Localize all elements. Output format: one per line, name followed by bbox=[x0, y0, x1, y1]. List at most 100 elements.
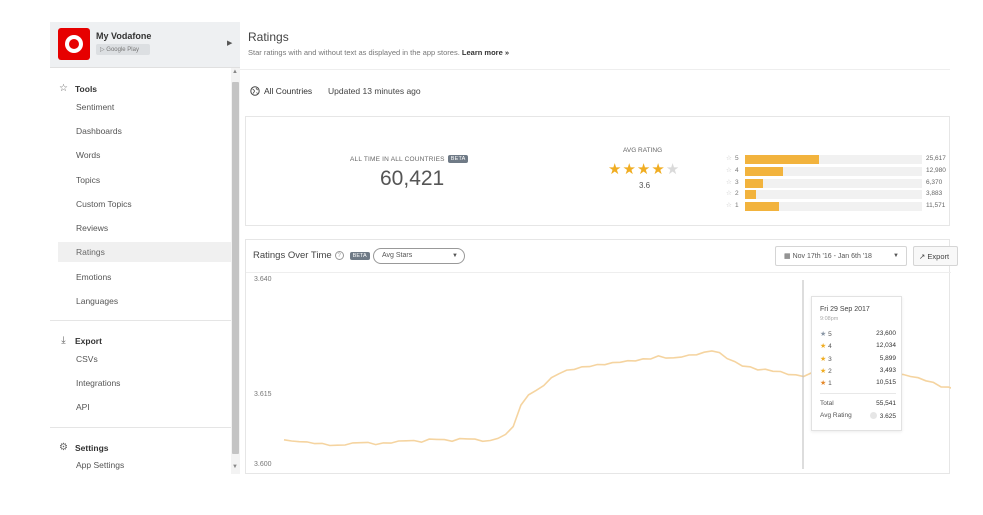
tooltip-star-label: 4 bbox=[828, 343, 832, 351]
sidebar-divider bbox=[50, 427, 231, 428]
chart-title: Ratings Over Time ? BETA bbox=[253, 250, 370, 261]
tooltip-star-row: ★ 4 12,034 bbox=[820, 342, 896, 350]
download-icon: ⤓ bbox=[61, 335, 66, 346]
tooltip-star-label: 5 bbox=[828, 331, 832, 338]
tooltip-time: 9:08pm bbox=[820, 316, 839, 322]
sidebar-item-sentiment[interactable]: Sentiment bbox=[76, 102, 115, 112]
sidebar-scrollbar[interactable]: ▲ ▼ bbox=[231, 68, 240, 474]
sidebar-item-csvs[interactable]: CSVs bbox=[76, 354, 98, 364]
alltime-count: 60,421 bbox=[380, 167, 445, 190]
nav-section-tools[interactable]: ☆ Tools bbox=[58, 83, 97, 94]
sidebar-item-reviews[interactable]: Reviews bbox=[76, 223, 109, 233]
sidebar-item-emotions[interactable]: Emotions bbox=[76, 272, 112, 282]
page-subtitle-text: Star ratings with and without text as di… bbox=[248, 48, 460, 57]
star-icon: ★ bbox=[665, 161, 681, 178]
sidebar-item-app-settings[interactable]: App Settings bbox=[76, 460, 125, 470]
nav-section-export[interactable]: ⤓ Export bbox=[58, 335, 102, 346]
nav-section-settings-label: Settings bbox=[75, 442, 109, 453]
tooltip-star-label: 3 bbox=[828, 355, 832, 363]
distribution-count: 12,980 bbox=[926, 166, 946, 174]
header-divider bbox=[240, 69, 950, 70]
sidebar-item-api[interactable]: API bbox=[76, 402, 90, 412]
distribution-row: ☆ 3 6,370 bbox=[726, 178, 946, 189]
distribution-bar bbox=[745, 190, 757, 200]
star-icon: ★ bbox=[820, 380, 827, 388]
sidebar-item-languages[interactable]: Languages bbox=[76, 296, 119, 306]
beta-badge: BETA bbox=[447, 155, 469, 163]
sidebar-item-words[interactable]: Words bbox=[76, 150, 101, 160]
distribution-row: ☆ 4 12,980 bbox=[726, 166, 946, 177]
export-button[interactable]: ↗ Export bbox=[913, 246, 958, 266]
distribution-bar bbox=[745, 166, 783, 176]
alltime-label: ALL TIME IN ALL COUNTRIES BETA bbox=[350, 155, 469, 163]
tooltip-divider bbox=[820, 393, 896, 394]
star-icon: ☆ bbox=[726, 202, 732, 210]
distribution-bar-track bbox=[745, 190, 922, 200]
sidebar-item-custom-topics[interactable]: Custom Topics bbox=[76, 199, 132, 209]
chart-tooltip: Fri 29 Sep 2017 9:08pm ★ 5 23,600 ★ 4 12,03… bbox=[811, 296, 902, 431]
export-icon: ↗ bbox=[919, 252, 926, 261]
star-icon: ☆ bbox=[726, 155, 732, 162]
sidebar-divider bbox=[50, 320, 231, 321]
help-icon[interactable]: ? bbox=[334, 251, 344, 260]
distribution-star-label: 3 bbox=[735, 178, 739, 186]
nav-section-tools-label: Tools bbox=[75, 83, 98, 94]
globe-icon bbox=[250, 86, 260, 96]
sidebar-item-topics[interactable]: Topics bbox=[76, 175, 101, 185]
app-name: My Vodafone bbox=[96, 31, 152, 41]
distribution-row: ☆ 5 25,617 bbox=[726, 154, 946, 165]
distribution-star-label: 2 bbox=[735, 190, 739, 198]
country-filter-label: All Countries bbox=[264, 86, 313, 96]
caret-down-icon: ▼ bbox=[893, 253, 899, 259]
nav-section-export-label: Export bbox=[75, 335, 102, 346]
star-icon: ☆ bbox=[726, 190, 732, 198]
scroll-down-icon[interactable]: ▼ bbox=[232, 464, 238, 470]
chevron-right-icon[interactable]: ▶ bbox=[227, 40, 233, 47]
metric-select-value: Avg Stars bbox=[382, 252, 413, 259]
ratings-summary-panel: ALL TIME IN ALL COUNTRIES BETA 60,421 AVG… bbox=[245, 116, 950, 226]
metric-select[interactable]: Avg Stars ▼ bbox=[373, 248, 465, 264]
chart-header-divider bbox=[246, 272, 951, 273]
tooltip-star-row: ★ 3 5,899 bbox=[820, 355, 896, 363]
country-filter[interactable]: All Countries bbox=[250, 86, 312, 96]
app-selector[interactable]: My Vodafone ▷ Google Play ▶ bbox=[50, 22, 240, 68]
distribution-count: 11,571 bbox=[926, 202, 946, 210]
scrollbar-thumb[interactable] bbox=[232, 82, 239, 454]
star-outline-icon: ☆ bbox=[59, 83, 68, 94]
tooltip-star-row: ★ 5 23,600 bbox=[820, 330, 896, 338]
sidebar: My Vodafone ▷ Google Play ▶ ☆ Tools Sent… bbox=[50, 22, 240, 474]
tooltip-star-value: 23,600 bbox=[876, 330, 896, 337]
sidebar-item-ratings[interactable]: Ratings bbox=[58, 242, 231, 262]
ratings-over-time-panel: Ratings Over Time ? BETA Avg Stars ▼ ▦ N… bbox=[245, 239, 958, 474]
star-icon: ★ bbox=[820, 367, 827, 375]
store-name: Google Play bbox=[106, 47, 139, 53]
sidebar-item-integrations[interactable]: Integrations bbox=[76, 378, 121, 388]
tooltip-avg-number: 3.625 bbox=[879, 413, 896, 420]
tooltip-total-row: Total 55,541 bbox=[820, 400, 896, 407]
avg-rating-stars: ★★★★★ bbox=[608, 160, 680, 178]
calendar-icon: ▦ bbox=[784, 253, 791, 260]
scroll-up-icon[interactable]: ▲ bbox=[232, 69, 238, 75]
tooltip-date: Fri 29 Sep 2017 bbox=[820, 306, 870, 313]
vodafone-logo bbox=[58, 28, 90, 60]
tooltip-star-value: 5,899 bbox=[879, 354, 896, 362]
tooltip-star-row: ★ 1 10,515 bbox=[820, 379, 896, 387]
dot-icon bbox=[869, 412, 877, 419]
distribution-bar-track bbox=[745, 166, 922, 176]
distribution-row: ☆ 2 3,883 bbox=[726, 189, 946, 200]
date-range-picker[interactable]: ▦ Nov 17th '16 - Jan 6th '18 ▼ bbox=[775, 246, 907, 266]
star-icon: ★ bbox=[820, 331, 827, 338]
star-icon: ★ bbox=[622, 161, 637, 178]
page-subtitle: Star ratings with and without text as di… bbox=[248, 48, 509, 57]
distribution-bar-track bbox=[745, 155, 922, 164]
app-window: My Vodafone ▷ Google Play ▶ ☆ Tools Sent… bbox=[50, 22, 958, 474]
main-content: Ratings Star ratings with and without te… bbox=[240, 22, 958, 474]
sidebar-item-dashboards[interactable]: Dashboards bbox=[76, 126, 122, 136]
nav-section-settings[interactable]: ⚙ Settings bbox=[58, 442, 109, 453]
chart-title-text: Ratings Over Time bbox=[253, 250, 332, 261]
learn-more-link[interactable]: Learn more » bbox=[461, 48, 509, 57]
tooltip-total-label: Total bbox=[820, 400, 834, 407]
beta-badge: BETA bbox=[349, 251, 370, 260]
updated-status: Updated 13 minutes ago bbox=[328, 86, 421, 96]
tooltip-avg-row: Avg Rating 3.625 bbox=[820, 412, 896, 420]
